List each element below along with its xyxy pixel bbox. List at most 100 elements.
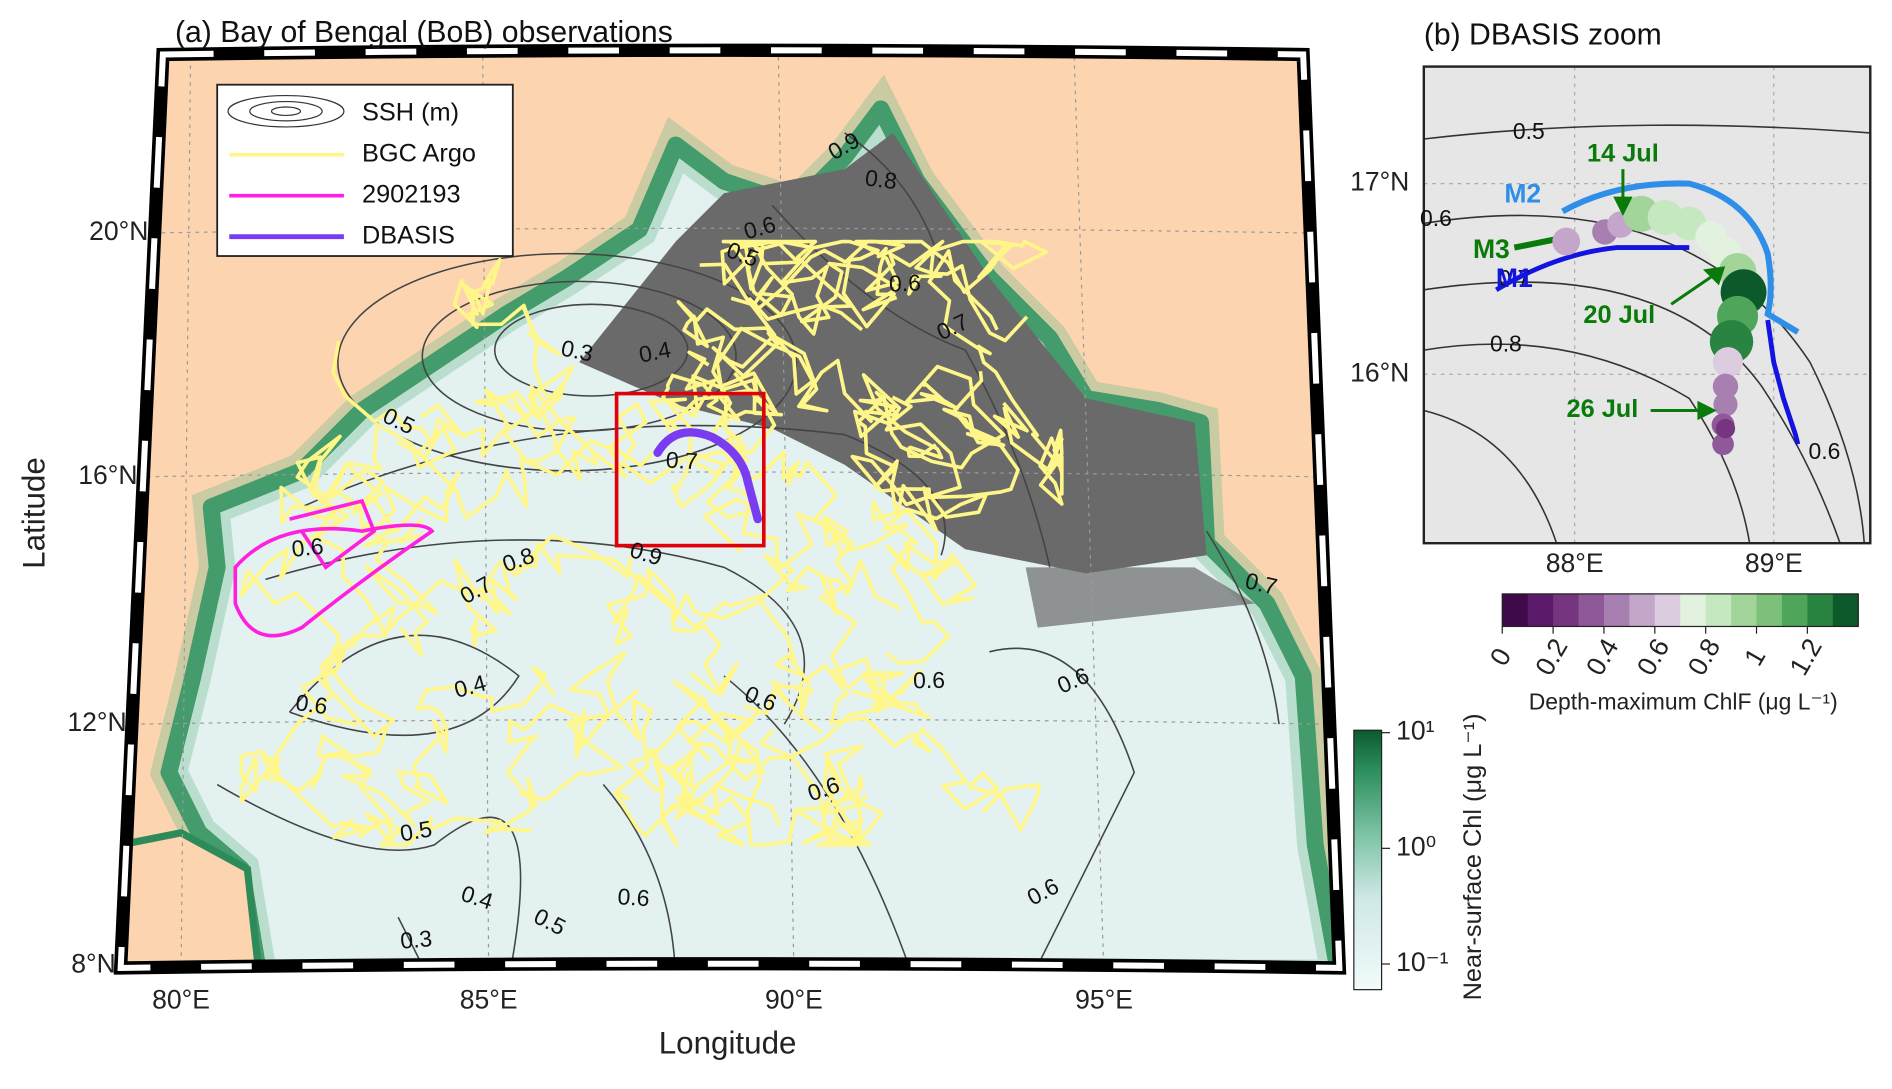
contour-label: 0.6 — [617, 883, 651, 911]
colorbar-segment — [1680, 593, 1707, 627]
argo-track — [730, 239, 1049, 343]
argo-track — [569, 650, 752, 847]
colorbar-tick-label: 0.8 — [1682, 633, 1726, 680]
chlf-profile — [1715, 418, 1736, 439]
x-axis-label: Longitude — [659, 1025, 797, 1060]
chlf-profile — [1713, 392, 1738, 417]
arrow-head — [1697, 400, 1717, 421]
lat-tick-label: 12°N — [67, 707, 126, 737]
legend-icon — [249, 100, 323, 122]
mooring-label: M2 — [1504, 179, 1541, 209]
legend-icon — [270, 106, 302, 117]
contour-label: 0.7 — [1498, 265, 1530, 291]
contour-label: 0.6 — [290, 533, 324, 562]
contour-label: 0.6 — [1809, 438, 1841, 464]
lon-tick-label: 89°E — [1745, 548, 1803, 578]
colorbar-tick-label: 1 — [1738, 643, 1771, 671]
contour-label: 0.3 — [399, 925, 433, 954]
colorbar-segment — [1832, 593, 1859, 627]
argo-track — [316, 702, 624, 847]
legend-label: SSH (m) — [362, 98, 459, 126]
colorbar-segment — [1781, 593, 1808, 627]
colorbar-tick-label: 10⁰ — [1396, 831, 1436, 861]
y-axis-label: Latitude — [16, 457, 51, 569]
argo-track — [720, 239, 864, 332]
colorbar-label: Near-surface Chl (μg L⁻¹) — [1459, 713, 1487, 1000]
contour-label: 0.7 — [665, 447, 698, 475]
argo-track — [795, 744, 884, 847]
chlf-profile — [1552, 227, 1581, 256]
ssh-contour — [1423, 343, 1751, 544]
contour-label: 0.6 — [913, 667, 945, 694]
panel-title: (b) DBASIS zoom — [1424, 18, 1662, 51]
arrow — [1670, 274, 1715, 306]
argo-track — [420, 384, 628, 520]
colorbar-segment — [1527, 593, 1554, 627]
colorbar-segment — [1807, 593, 1834, 627]
float-2902193 — [233, 498, 435, 638]
argo-track — [239, 491, 512, 678]
contour-label: 0.8 — [1490, 330, 1522, 356]
argo-track — [627, 719, 782, 847]
colorbar-tick-label: 1.2 — [1783, 633, 1827, 680]
lat-tick-label: 16°N — [78, 460, 137, 490]
lat-tick-label: 16°N — [1350, 357, 1409, 387]
lon-tick-label: 80°E — [152, 985, 210, 1015]
argo-track — [852, 395, 988, 606]
colorbar-segment — [1603, 593, 1630, 627]
lon-tick-label: 88°E — [1546, 548, 1604, 578]
lon-tick-label: 95°E — [1075, 985, 1133, 1015]
tracks — [239, 239, 1064, 847]
contour-label: 0.8 — [864, 164, 899, 194]
arrow-head — [1613, 196, 1633, 216]
contour-label: 0.6 — [1420, 205, 1452, 231]
sri-lanka — [120, 828, 264, 968]
argo-track — [672, 663, 1041, 832]
colorbar-segment — [1731, 593, 1758, 627]
map-frame — [1422, 65, 1872, 545]
legend — [216, 83, 514, 257]
date-label: 14 Jul — [1587, 139, 1659, 167]
legend-label: 2902193 — [362, 180, 461, 208]
map-b — [1422, 65, 1872, 545]
panel-title: (a) Bay of Bengal (BoB) observations — [175, 16, 673, 49]
lat-tick-label: 20°N — [89, 216, 148, 246]
colorbar-segment — [1654, 593, 1681, 627]
ssh-contour — [1423, 409, 1558, 544]
lon-tick-label: 90°E — [765, 985, 823, 1015]
date-label: 26 Jul — [1567, 395, 1639, 423]
argo-track — [279, 340, 468, 525]
colorbar-tick-label: 10⁻¹ — [1396, 947, 1449, 977]
argo-track — [779, 239, 945, 329]
contour-label: 0.5 — [398, 815, 434, 846]
lat-tick-label: 8°N — [71, 949, 116, 979]
argo-track — [927, 249, 1064, 506]
mooring-label: M1 — [1496, 263, 1533, 293]
colorbar-segment — [1756, 593, 1783, 627]
contour-label: 0.6 — [889, 269, 922, 296]
argo-track — [452, 257, 599, 482]
colorbar-segment — [1578, 593, 1605, 627]
dbasis-track — [653, 428, 762, 524]
contour-label: 0.6 — [294, 689, 329, 719]
argo-track — [328, 462, 461, 657]
date-label: 20 Jul — [1583, 301, 1655, 329]
chlf-profile — [1712, 347, 1743, 378]
m1-track — [1494, 245, 1801, 445]
argo-track — [239, 605, 396, 840]
ssh-contours — [216, 132, 1280, 968]
colorbar-a — [1353, 729, 1383, 991]
argo-track — [699, 262, 1006, 470]
contour-label: 0.4 — [637, 336, 673, 368]
lat-tick-label: 17°N — [1350, 167, 1409, 197]
legend-icon — [227, 94, 345, 128]
arrow-head — [1702, 266, 1726, 286]
colorbar-label: Depth-maximum ChlF (μg L⁻¹) — [1529, 689, 1838, 715]
cloud-mask — [1025, 567, 1255, 628]
chlf-profile — [1712, 373, 1739, 400]
colorbar-tick-label: 0 — [1484, 643, 1517, 671]
mooring-label: M3 — [1473, 234, 1510, 264]
chlf-profile — [1712, 433, 1734, 456]
argo-track — [676, 300, 815, 477]
